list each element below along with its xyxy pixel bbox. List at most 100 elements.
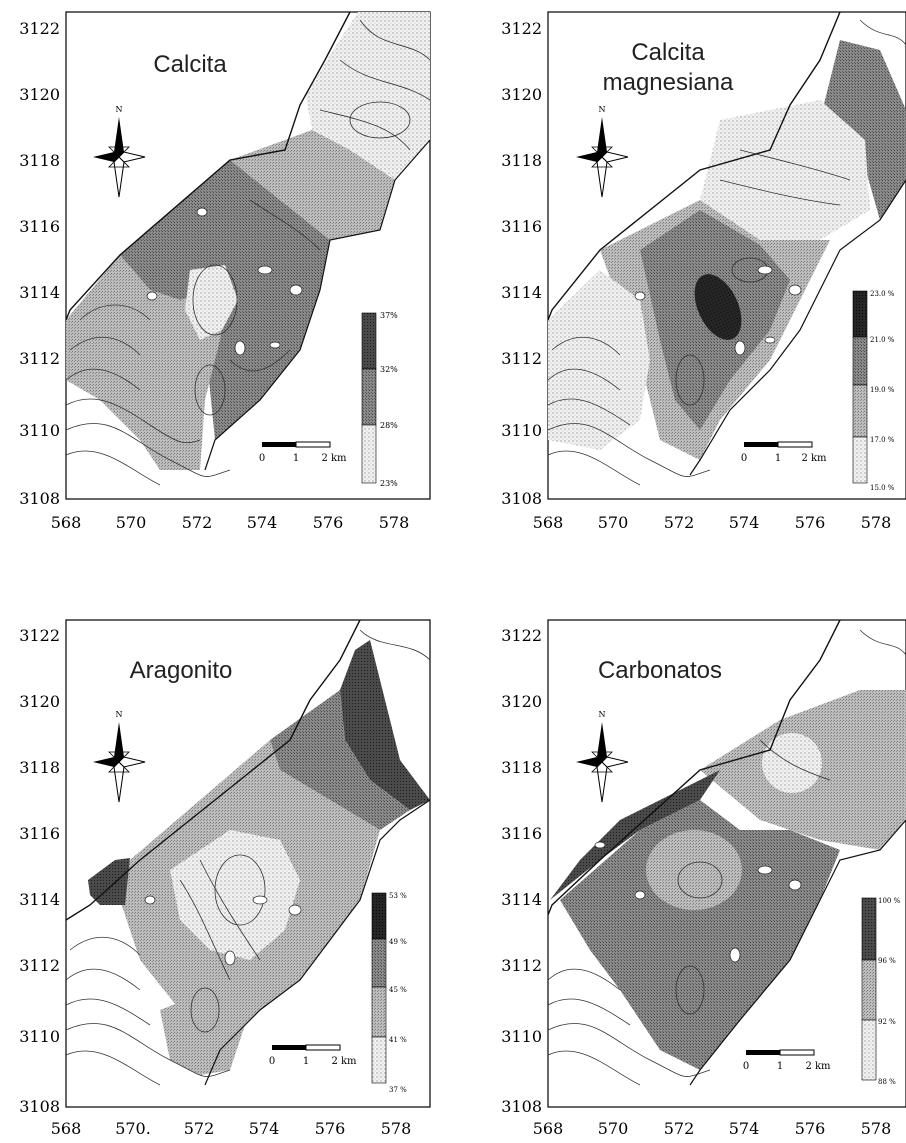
scale-label: 0 xyxy=(259,453,265,464)
scale-label: 0 xyxy=(269,1056,275,1067)
legend-swatch-dark xyxy=(361,368,377,426)
panel-calcita: N Calcita 37% 32% 28% 23% 0 1 2 km 3122 … xyxy=(19,11,431,532)
y-tick-label: 3114 xyxy=(501,283,542,302)
legend: 100 % 96 % 92 % 88 % xyxy=(861,897,901,1086)
scale-label: 2 km xyxy=(331,1056,357,1067)
scale-label: 0 xyxy=(741,453,747,464)
north-arrow: N xyxy=(576,710,629,803)
legend-swatch-mid xyxy=(361,424,377,484)
scale-bar-white xyxy=(777,441,813,448)
x-tick-label: 574 xyxy=(247,513,278,532)
north-arrow: N xyxy=(93,105,146,198)
y-tick-label: 3122 xyxy=(19,626,60,645)
legend-label: 28% xyxy=(380,421,398,430)
scale-bar: 0 1 2 km xyxy=(269,1044,357,1067)
compass-diagonals xyxy=(591,146,613,168)
scale-label: 1 xyxy=(775,453,781,464)
zone-dark-top xyxy=(820,40,906,220)
zone-light-oval xyxy=(700,100,870,240)
legend-label: 23% xyxy=(380,479,398,488)
zone-light-tongue xyxy=(185,265,238,340)
coastline xyxy=(65,619,361,921)
y-tick-label: 3122 xyxy=(501,626,542,645)
panel-aragonito: N Aragonito 53 % 49 % 45 % 41 % 37 % 0 1… xyxy=(19,619,431,1138)
north-label: N xyxy=(599,710,606,719)
scale-bar-black xyxy=(272,1045,306,1050)
shelf-edge xyxy=(689,819,906,1086)
scale-bar-white xyxy=(295,441,331,448)
y-tick-label: 3120 xyxy=(19,692,60,711)
scale-label: 1 xyxy=(303,1056,309,1067)
x-tick-label: 576 xyxy=(795,513,826,532)
scale-bar-white xyxy=(305,1044,341,1051)
map-body xyxy=(547,11,906,486)
map-body xyxy=(65,11,431,486)
legend-swatch-dark xyxy=(861,959,877,1021)
x-axis: 568 570 572 574 576 578 xyxy=(51,513,410,532)
legend-label: 88 % xyxy=(878,1078,896,1086)
scale-bar-white xyxy=(779,1049,815,1056)
x-axis: 568 570 572 574 576 578 xyxy=(533,1119,892,1138)
contour-lines xyxy=(547,19,906,486)
x-tick-label: 578 xyxy=(861,1119,892,1138)
x-tick-label: 568 xyxy=(533,513,564,532)
map-body xyxy=(547,619,906,1086)
y-tick-label: 3118 xyxy=(19,151,60,170)
zone-mid-top xyxy=(230,130,395,240)
x-tick-label: 570 xyxy=(598,1119,629,1138)
shelf-edge xyxy=(204,799,431,1086)
scale-bar: 0 1 2 km xyxy=(741,441,827,464)
islands xyxy=(144,895,302,966)
scale-bar: 0 1 2 km xyxy=(743,1049,831,1072)
x-tick-label: 570. xyxy=(115,1119,151,1138)
zone-black-oval xyxy=(694,274,742,340)
y-tick-label: 3108 xyxy=(19,489,60,508)
scale-label: 2 km xyxy=(805,1061,831,1072)
scale-bar-black xyxy=(744,442,778,447)
scale-bar-black xyxy=(262,442,296,447)
compass-diagonals xyxy=(591,751,613,773)
y-tick-label: 3116 xyxy=(19,217,60,236)
y-tick-label: 3118 xyxy=(501,151,542,170)
panel-calcita-magnesiana: N Calcita magnesiana 23.0 % 21.0 % 19.0 … xyxy=(501,11,906,532)
legend-label: 45 % xyxy=(389,986,407,994)
y-tick-label: 3120 xyxy=(501,85,542,104)
y-tick-label: 3120 xyxy=(19,85,60,104)
zone-dark-upper xyxy=(270,690,410,830)
y-tick-label: 3114 xyxy=(19,890,60,909)
legend-label: 100 % xyxy=(878,897,901,905)
legend-label: 37% xyxy=(380,311,398,320)
contour-lines xyxy=(547,629,906,1086)
x-tick-label: 574 xyxy=(729,513,760,532)
shelf-edge xyxy=(689,179,906,476)
legend-swatch-light xyxy=(861,1019,877,1081)
scale-label: 1 xyxy=(777,1061,783,1072)
compass-diagonals xyxy=(108,751,130,773)
x-tick-label: 570 xyxy=(598,513,629,532)
scale-label: 2 km xyxy=(321,453,347,464)
zone-light-circle xyxy=(762,733,822,793)
coastline xyxy=(547,619,841,916)
legend-swatch-vdark xyxy=(861,897,877,961)
legend-swatch-light xyxy=(371,1036,387,1084)
legend-swatch-dark xyxy=(371,938,387,988)
y-tick-label: 3118 xyxy=(501,758,542,777)
x-tick-label: 576 xyxy=(315,1119,346,1138)
islands xyxy=(146,207,303,356)
y-axis: 3122 3120 3118 3116 3114 3112 3110 3108 xyxy=(501,626,542,1116)
x-tick-label: 578 xyxy=(381,1119,412,1138)
compass-west-point xyxy=(576,757,602,767)
y-tick-label: 3110 xyxy=(19,1027,60,1046)
y-tick-label: 3122 xyxy=(501,19,542,38)
y-tick-label: 3118 xyxy=(19,758,60,777)
legend: 53 % 49 % 45 % 41 % 37 % xyxy=(371,892,407,1094)
legend-label: 15.0 % xyxy=(870,484,895,492)
y-tick-label: 3110 xyxy=(501,421,542,440)
panel-title: Calcita xyxy=(631,39,705,66)
legend-label: 37 % xyxy=(389,1086,407,1094)
legend-swatch-mid xyxy=(852,384,868,438)
x-tick-label: 568 xyxy=(51,1119,82,1138)
coastline xyxy=(65,11,351,321)
scale-bar-black xyxy=(746,1050,780,1055)
legend-label: 19.0 % xyxy=(870,386,895,394)
